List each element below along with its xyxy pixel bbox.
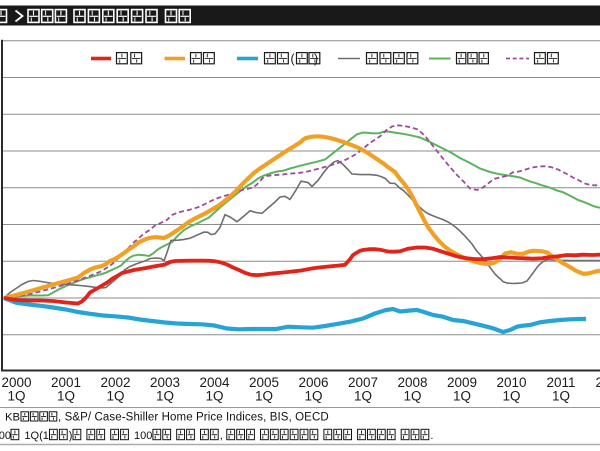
svg-text:2001: 2001	[51, 375, 81, 390]
svg-text:1Q: 1Q	[552, 389, 570, 404]
svg-text:2012: 2012	[595, 375, 600, 390]
svg-text:2005: 2005	[249, 375, 279, 390]
svg-text:1Q: 1Q	[106, 389, 124, 404]
svg-text:2011: 2011	[546, 375, 575, 390]
svg-text:(: (	[291, 52, 296, 66]
svg-text:2007: 2007	[348, 375, 378, 390]
svg-text:): )	[314, 52, 318, 66]
svg-text:2010: 2010	[496, 375, 526, 390]
svg-text:2003: 2003	[150, 375, 180, 390]
svg-text:1Q(1: 1Q(1	[24, 430, 48, 442]
svg-text:, S&P/ Case-Shiller Home Price: , S&P/ Case-Shiller Home Price Indices, …	[58, 412, 329, 424]
svg-text:2009: 2009	[447, 375, 477, 390]
svg-text:1Q: 1Q	[255, 389, 273, 404]
svg-text:2000: 2000	[0, 430, 11, 442]
svg-text:,: ,	[220, 430, 223, 442]
svg-text:KB: KB	[5, 412, 20, 424]
svg-text:2002: 2002	[100, 375, 130, 390]
svg-text:1Q: 1Q	[304, 389, 322, 404]
svg-text:1Q: 1Q	[7, 389, 25, 404]
svg-text:2004: 2004	[199, 375, 230, 390]
svg-text:1Q: 1Q	[205, 389, 223, 404]
svg-text:100: 100	[134, 430, 152, 442]
svg-text:2008: 2008	[397, 375, 427, 390]
svg-text:1Q: 1Q	[156, 389, 174, 404]
svg-text:1Q: 1Q	[502, 389, 520, 404]
svg-text:2000: 2000	[1, 375, 31, 390]
svg-text:1Q: 1Q	[354, 389, 372, 404]
svg-text:.: .	[430, 430, 433, 442]
svg-text:1Q: 1Q	[403, 389, 421, 404]
svg-text:2006: 2006	[298, 375, 328, 390]
svg-text:): )	[69, 430, 73, 442]
svg-text:1Q: 1Q	[57, 389, 75, 404]
svg-text:1Q: 1Q	[453, 389, 471, 404]
